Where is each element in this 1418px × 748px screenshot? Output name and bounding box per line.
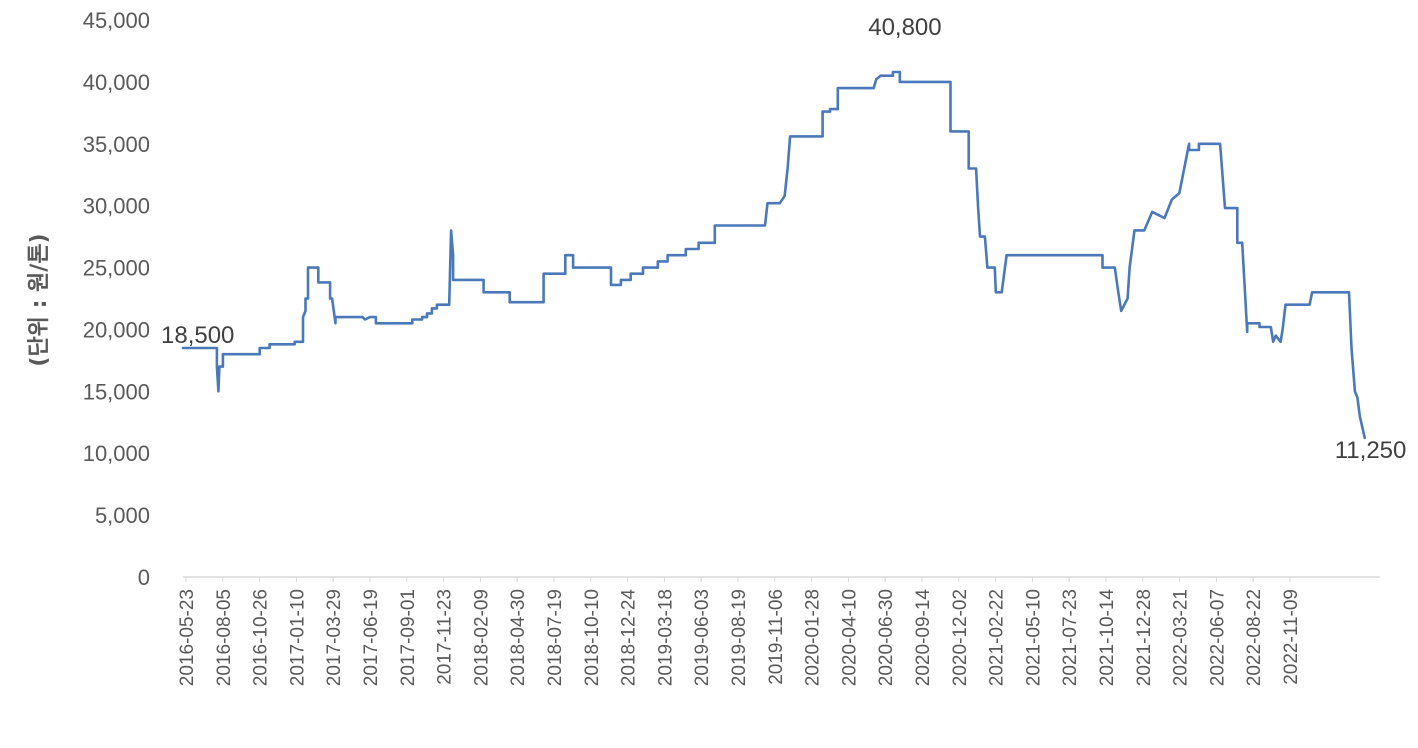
x-tick-label: 2018-07-19 [545,589,566,686]
x-tick-label: 2021-10-14 [1097,589,1118,687]
data-label: 11,250 [1335,437,1407,464]
x-tick-label: 2016-10-26 [251,589,272,686]
x-tick-label: 2019-11-06 [766,589,787,685]
x-tick-label: 2018-10-10 [582,589,603,686]
series-line [181,70,1366,440]
y-tick-label: 0 [138,565,150,590]
x-tick-label: 2019-06-03 [692,589,713,686]
x-tick-label: 2017-09-01 [398,589,419,686]
x-tick-label: 2022-08-22 [1244,589,1265,686]
data-label: 40,800 [868,14,941,41]
x-tick-label: 2019-08-19 [729,589,750,686]
x-tick-label: 2017-01-10 [287,589,308,686]
data-annotations: 18,500 40,800 11,250 [161,14,1406,464]
y-tick-label: 10,000 [83,441,150,466]
x-tick-label: 2021-12-28 [1134,589,1155,686]
x-tick-label: 2021-02-22 [987,589,1008,686]
y-tick-label: 25,000 [83,256,150,281]
y-tick-label: 45,000 [83,8,150,33]
x-tick-label: 2020-12-02 [950,589,971,686]
x-tick-label: 2017-06-19 [361,589,382,686]
y-tick-label: 5,000 [95,503,150,528]
x-tick-label: 2017-11-23 [435,589,456,685]
y-tick-label: 35,000 [83,132,150,157]
x-tick-label: 2018-12-24 [619,589,640,687]
x-tick-label: 2016-05-23 [177,589,198,686]
y-tick-label: 40,000 [83,70,150,95]
x-tick-label: 2018-04-30 [508,589,529,686]
x-tick-label: 2019-03-18 [655,589,676,686]
x-tick-label: 2017-03-29 [324,589,345,686]
y-tick-label: 15,000 [83,379,150,404]
y-axis-ticks: 0 5,000 10,000 15,000 20,000 25,000 30,000 35,0… [83,8,150,590]
x-tick-label: 2021-05-10 [1023,589,1044,686]
x-axis-ticks: 2016-05-23 2016-08-05 2016-10-26 2017-01-10… [177,577,1302,686]
x-tick-label: 2020-06-30 [876,589,897,686]
x-tick-label: 2020-04-10 [839,589,860,686]
x-tick-label: 2021-07-23 [1060,589,1081,686]
y-tick-label: 30,000 [83,194,150,219]
y-axis-label: (단위 : 원/톤) [27,233,52,366]
x-tick-label: 2022-11-09 [1281,589,1302,685]
x-tick-label: 2020-01-28 [803,589,824,686]
x-tick-label: 2016-08-05 [214,589,235,686]
x-tick-label: 2022-06-07 [1207,589,1228,686]
x-tick-label: 2020-09-14 [913,589,934,687]
data-label: 18,500 [161,322,234,349]
y-tick-label: 20,000 [83,317,150,342]
x-tick-label: 2022-03-21 [1171,589,1192,686]
x-tick-label: 2018-02-09 [471,589,492,686]
